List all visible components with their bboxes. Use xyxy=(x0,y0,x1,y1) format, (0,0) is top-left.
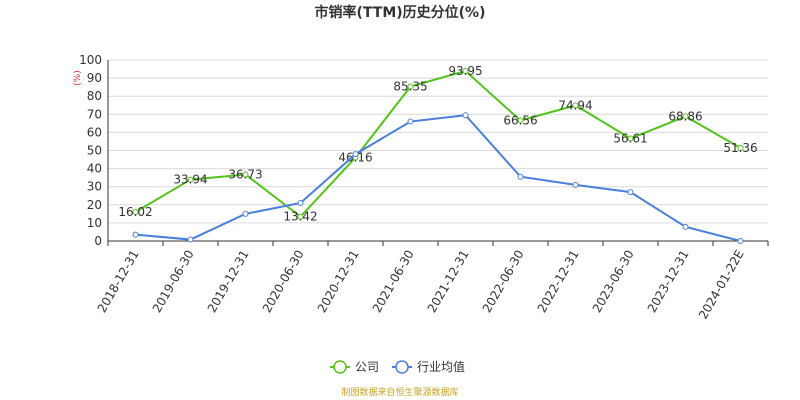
data-point xyxy=(627,189,634,196)
x-tick-label: 2024-01-22E xyxy=(696,248,747,322)
data-label: 85.35 xyxy=(393,80,427,94)
data-point xyxy=(682,113,689,120)
x-tick-label: 2023-06-30 xyxy=(590,248,637,315)
data-point xyxy=(572,181,579,188)
data-point xyxy=(297,199,304,206)
data-point xyxy=(407,83,414,90)
data-label: 66.56 xyxy=(503,114,537,128)
data-label: 36.73 xyxy=(228,168,262,182)
x-tick-label: 2019-06-30 xyxy=(150,248,197,315)
x-tick-label: 2021-12-31 xyxy=(425,248,472,315)
source-footer: 制图数据来自恒生聚源数据库 xyxy=(341,386,458,398)
data-point xyxy=(187,236,194,243)
data-point xyxy=(462,112,469,119)
data-label: 16.02 xyxy=(118,205,152,219)
data-point xyxy=(517,117,524,124)
data-point xyxy=(682,223,689,230)
y-tick-label: 70 xyxy=(87,107,102,121)
data-point xyxy=(242,171,249,178)
data-point xyxy=(572,102,579,109)
data-label: 93.95 xyxy=(448,64,482,78)
data-label: 33.94 xyxy=(173,173,207,187)
y-tick-label: 10 xyxy=(87,216,102,230)
data-point xyxy=(132,209,139,216)
series-line-1 xyxy=(135,114,741,242)
data-point xyxy=(627,135,634,142)
data-label: 51.36 xyxy=(723,141,757,155)
legend-swatch-marker xyxy=(395,360,409,374)
y-axis-unit: (%) xyxy=(73,70,83,86)
y-tick-label: 90 xyxy=(87,71,102,85)
data-label: 68.86 xyxy=(668,109,702,123)
legend-swatch-marker xyxy=(333,360,347,374)
data-point xyxy=(297,213,304,220)
legend[interactable]: 公司 行业均值 xyxy=(330,359,465,374)
legend-item-0[interactable]: 公司 xyxy=(330,360,379,374)
legend-label: 行业均值 xyxy=(417,359,465,374)
x-tick-label: 2022-06-30 xyxy=(480,248,527,315)
grid xyxy=(108,59,768,224)
data-point xyxy=(737,238,744,244)
x-tick-label: 2019-12-31 xyxy=(205,248,252,315)
data-point xyxy=(462,67,469,74)
y-tick-label: 20 xyxy=(87,198,102,212)
y-tick-label: 30 xyxy=(87,180,102,194)
y-tick-label: 60 xyxy=(87,125,102,139)
series-line-0 xyxy=(134,69,741,219)
data-point xyxy=(352,151,359,158)
data-point xyxy=(242,210,249,217)
x-tick-label: 2023-12-31 xyxy=(645,248,692,315)
y-tick-label: 50 xyxy=(87,144,102,158)
y-tick-label: 0 xyxy=(94,234,102,248)
data-point xyxy=(132,231,139,238)
chart-title: 市销率(TTM)历史分位(%) xyxy=(315,4,486,21)
y-tick-label: 100 xyxy=(79,53,102,67)
x-tick-label: 2022-12-31 xyxy=(535,248,582,315)
data-point xyxy=(737,145,744,152)
x-tick-label: 2020-12-31 xyxy=(315,248,362,315)
data-point xyxy=(517,173,524,180)
legend-item-1[interactable]: 行业均值 xyxy=(392,359,465,374)
data-label: 74.94 xyxy=(558,98,592,112)
data-point xyxy=(407,118,414,125)
data-label: 13.42 xyxy=(283,210,317,224)
x-tick-label: 2020-06-30 xyxy=(260,248,307,315)
y-tick-label: 80 xyxy=(87,89,102,103)
data-point xyxy=(187,176,194,183)
legend-label: 公司 xyxy=(355,360,379,374)
x-tick-label: 2018-12-31 xyxy=(95,248,142,315)
x-tick-label: 2021-06-30 xyxy=(370,248,417,315)
data-label: 56.61 xyxy=(613,132,647,146)
y-tick-label: 40 xyxy=(87,162,102,176)
